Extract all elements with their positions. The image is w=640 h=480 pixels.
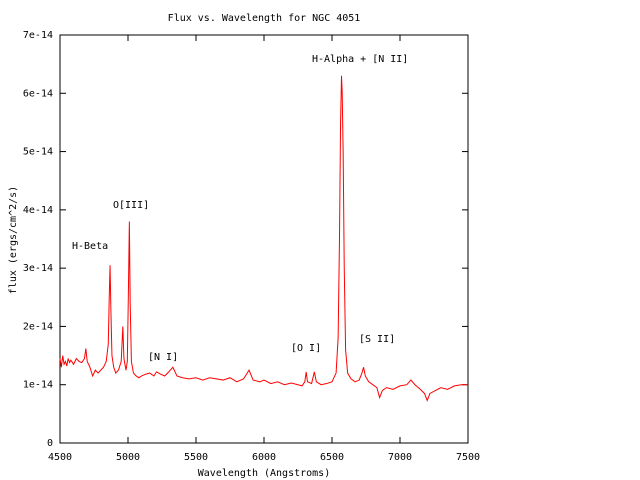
x-tick-label: 4500 bbox=[48, 452, 72, 463]
plot-frame bbox=[59, 34, 469, 444]
annotation: [O I] bbox=[291, 343, 321, 354]
x-tick-label: 5000 bbox=[116, 452, 140, 463]
y-tick-label: 2e-14 bbox=[23, 321, 53, 332]
x-tick-label: 6000 bbox=[252, 452, 276, 463]
x-tick-label: 7000 bbox=[388, 452, 412, 463]
y-tick-label: 3e-14 bbox=[23, 263, 53, 274]
x-tick-label: 6500 bbox=[320, 452, 344, 463]
annotation: [S II] bbox=[359, 334, 395, 345]
y-tick-label: 6e-14 bbox=[23, 88, 53, 99]
x-tick-label: 7500 bbox=[456, 452, 480, 463]
x-axis-label: Wavelength (Angstroms) bbox=[198, 468, 330, 479]
spectrum-line bbox=[59, 75, 468, 402]
annotation: [N I] bbox=[148, 352, 178, 363]
y-tick-label: 1e-14 bbox=[23, 380, 53, 391]
annotation: H-Alpha + [N II] bbox=[312, 54, 408, 65]
y-axis-label: flux (ergs/cm^2/s) bbox=[8, 186, 19, 294]
x-tick-label: 5500 bbox=[184, 452, 208, 463]
annotation: O[III] bbox=[113, 200, 149, 211]
y-tick-label: 0 bbox=[47, 438, 53, 449]
y-tick-label: 4e-14 bbox=[23, 205, 53, 216]
y-tick-label: 5e-14 bbox=[23, 147, 53, 158]
y-tick-label: 7e-14 bbox=[23, 30, 53, 41]
chart-title: Flux vs. Wavelength for NGC 4051 bbox=[168, 13, 361, 24]
annotation: H-Beta bbox=[72, 241, 108, 252]
